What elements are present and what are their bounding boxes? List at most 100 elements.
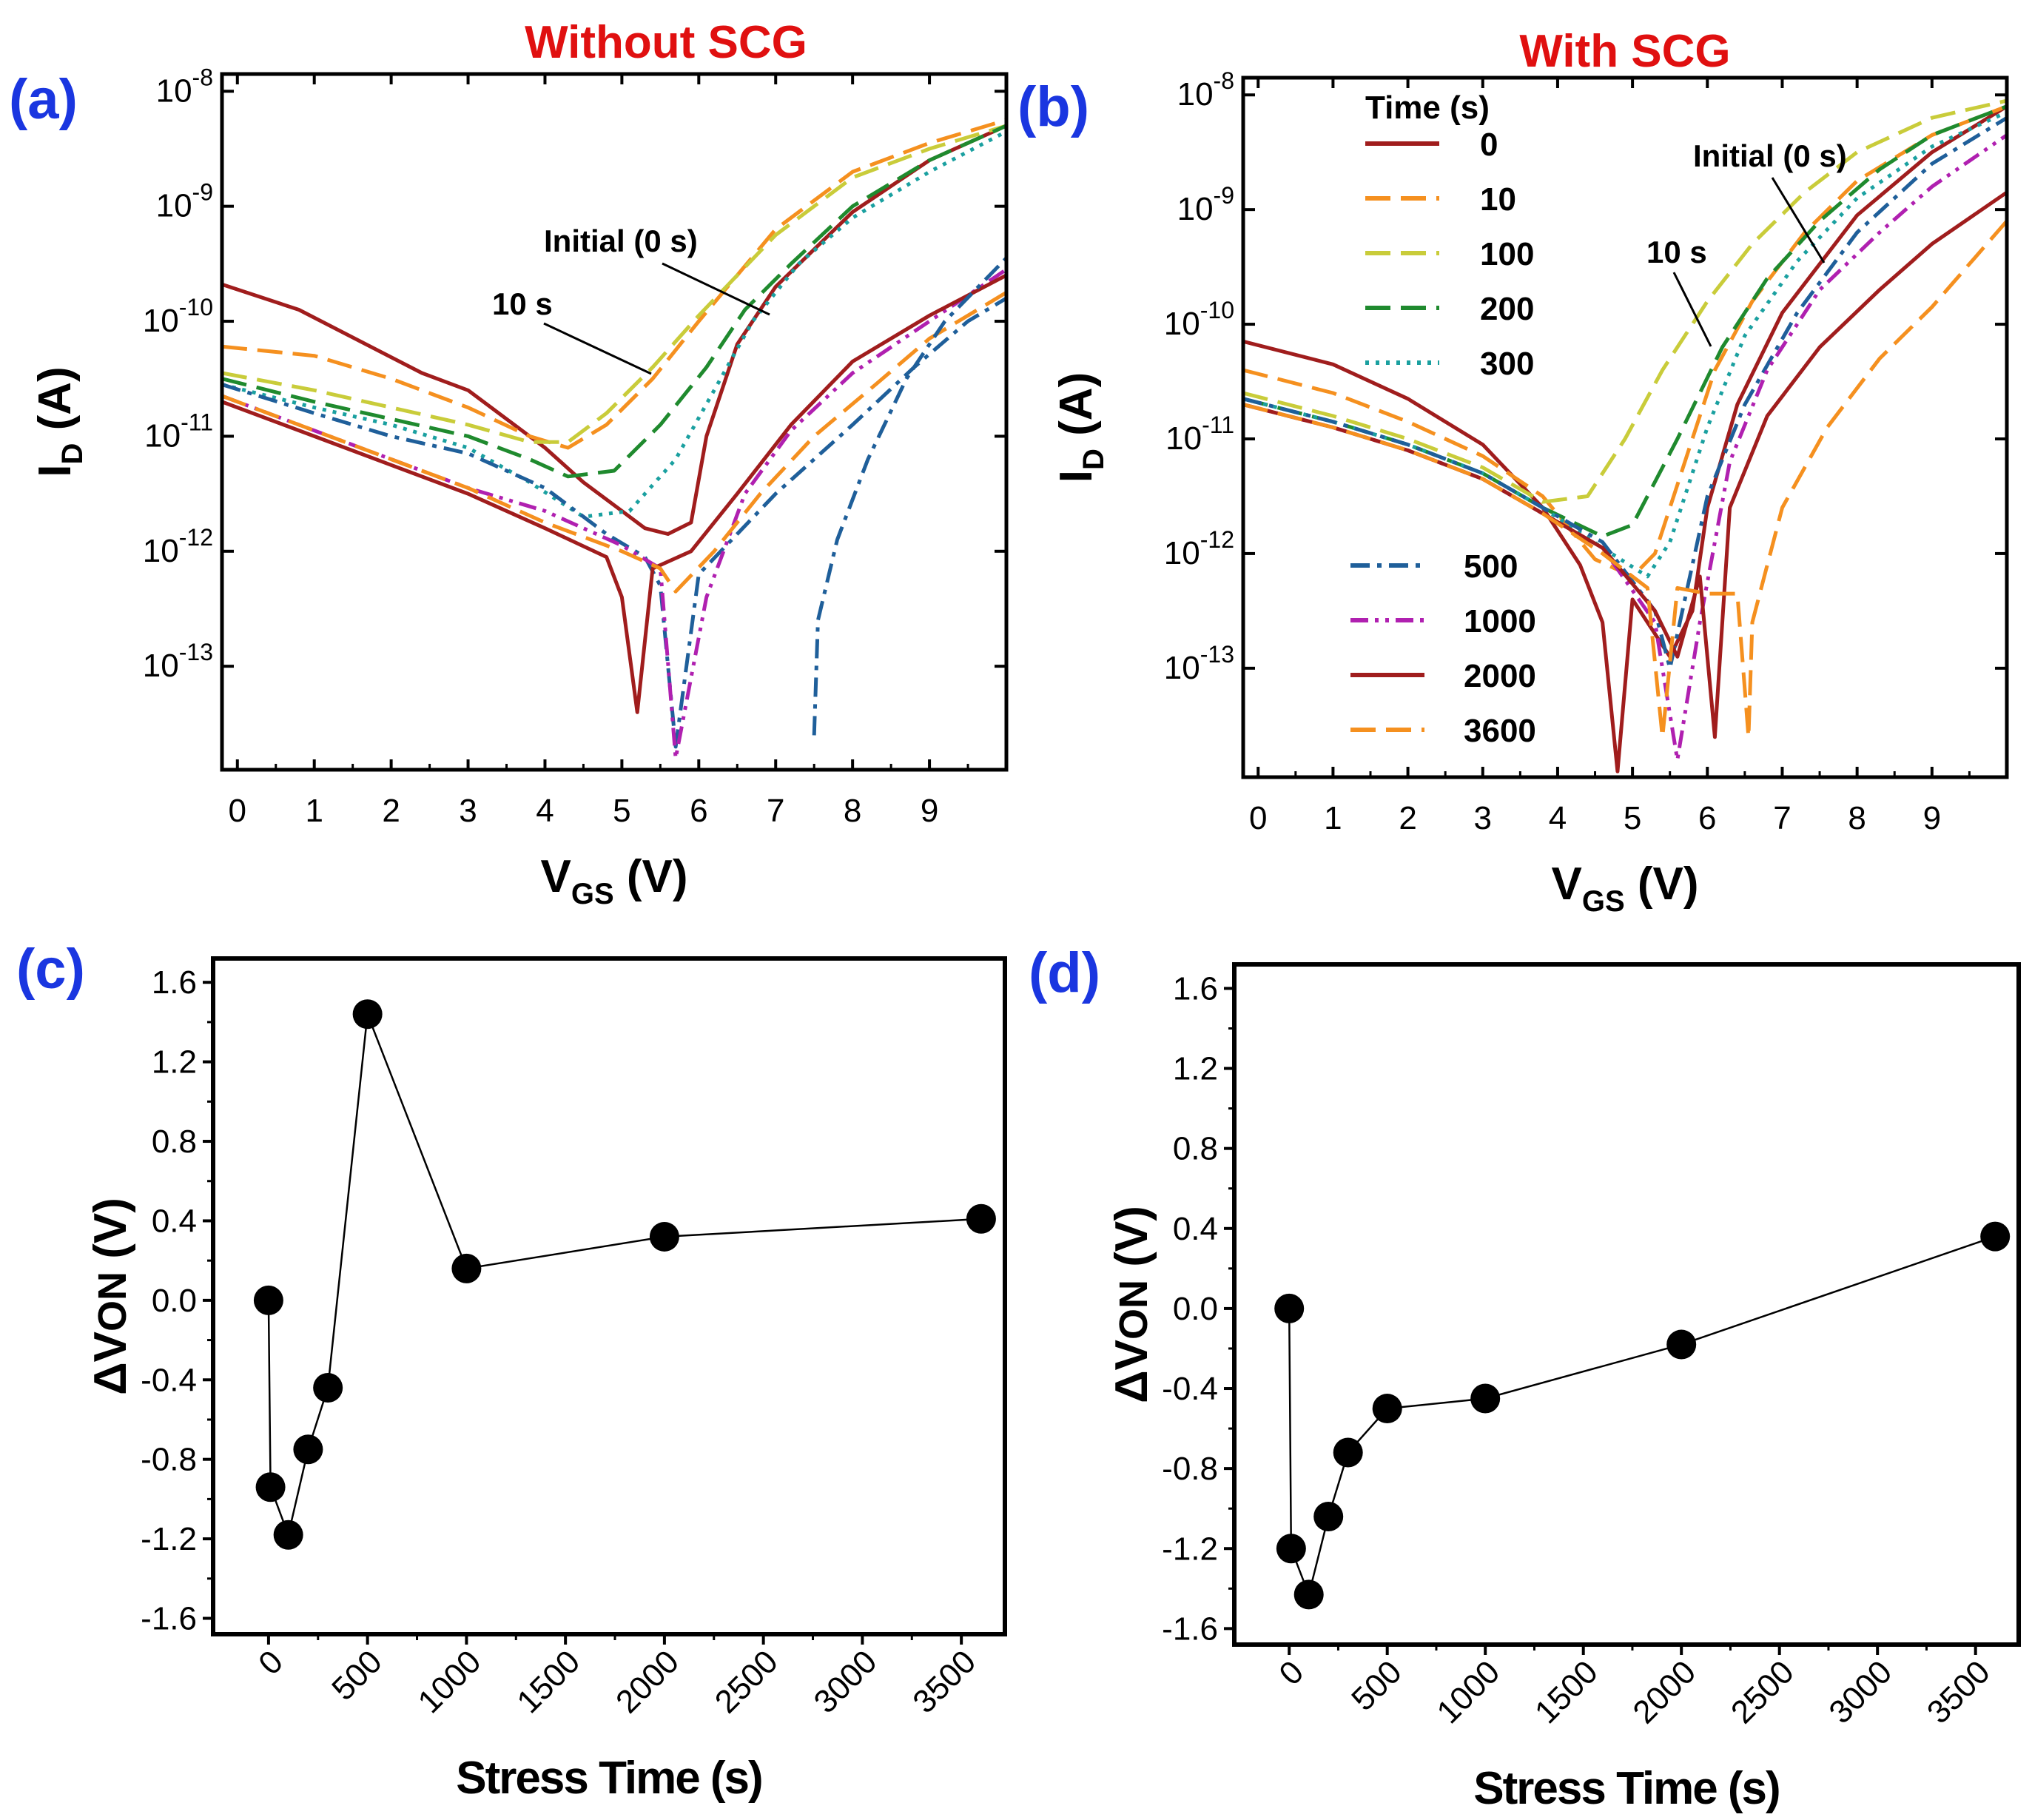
data-point [1470, 1383, 1501, 1414]
x-tick-label: 7 [1773, 800, 1791, 836]
y-tick-label: -0.8 [141, 1442, 197, 1478]
y-tick-label: 10-11 [1165, 412, 1234, 457]
legend-label-1000: 1000 [1464, 603, 1536, 639]
plot-frame [1241, 75, 2009, 779]
panel-c: (c) 1.6 1.2 0.8 0.4 0.0 -0.4 -0.8 -1.2 -1.6 0 500 10… [16, 938, 1007, 1804]
x-tick-label: 9 [1923, 800, 1941, 836]
series-group [1243, 98, 2007, 773]
series-line-10 [222, 118, 1006, 450]
data-point [253, 1285, 283, 1315]
legend-label-10: 10 [1480, 181, 1516, 218]
y-tick-label: 10-10 [1164, 297, 1234, 342]
data-point [1313, 1502, 1344, 1532]
y-tick-label: 0.8 [1173, 1131, 1218, 1167]
x-axis-title: VGS (V) [540, 851, 687, 910]
series-line-100 [1243, 98, 2007, 504]
x-tick-label: 8 [844, 793, 861, 829]
y-axis-title: ID (A) [1051, 372, 1110, 483]
plot-frame [1232, 962, 2021, 1647]
series-group [222, 118, 1006, 760]
x-tick-label: 0 [229, 793, 246, 829]
y-tick-label: 0.0 [1173, 1291, 1218, 1327]
panel-title: With SCG [1519, 26, 1730, 77]
data-point [273, 1520, 303, 1550]
y-axis-title: ID (A) [30, 366, 89, 477]
legend-label-300: 300 [1480, 346, 1534, 382]
y-tick-label: 10-13 [1164, 641, 1234, 686]
x-tick-label: 4 [1549, 800, 1567, 836]
data-point [1293, 1579, 1324, 1610]
series-line-500b [812, 256, 1006, 736]
x-tick-label: 0 [1272, 1653, 1311, 1692]
x-tick-label: 2000 [1626, 1653, 1703, 1730]
data-point [1666, 1329, 1697, 1360]
series-line-1000 [222, 268, 1006, 760]
y-tick-label: 10-12 [143, 524, 213, 569]
series-line-500 [222, 296, 1006, 749]
x-tick-label: 8 [1848, 800, 1866, 836]
data-point [1980, 1221, 2011, 1252]
annotation-initial-leader [662, 262, 770, 316]
series-line-0 [1243, 104, 2007, 773]
series-line-2000 [222, 273, 1006, 714]
x-tick-label: 5 [613, 793, 630, 829]
y-tick-label: 1.6 [1173, 970, 1218, 1007]
y-tick-label: -1.2 [141, 1521, 197, 1557]
series-line-0 [222, 124, 1006, 536]
y-tick-label: -1.6 [141, 1601, 197, 1637]
legend-label-0: 0 [1480, 127, 1498, 163]
y-tick-label: 0.4 [152, 1203, 197, 1239]
legend-label-3600: 3600 [1464, 713, 1536, 749]
y-tick-label: -0.4 [1162, 1371, 1218, 1407]
x-tick-label: 3 [1474, 800, 1492, 836]
annotation-initial: Initial (0 s) [1693, 138, 1847, 173]
series-line-100 [222, 124, 1006, 444]
x-tick-label: 3500 [906, 1643, 983, 1720]
x-tick-label: 0 [252, 1643, 290, 1682]
y-tick-label: 0.4 [1173, 1211, 1218, 1247]
panel-label: (c) [16, 938, 85, 1001]
series-line-500 [1243, 116, 2007, 671]
data-point [966, 1203, 996, 1234]
data-point [649, 1221, 679, 1252]
data-point [255, 1472, 286, 1502]
data-point [451, 1253, 482, 1283]
x-tick-label: 3000 [1822, 1653, 1899, 1730]
y-tick-label: -0.4 [141, 1362, 197, 1398]
x-tick-label: 1500 [1528, 1653, 1605, 1730]
x-tick-label: 2500 [708, 1643, 785, 1720]
x-tick-label: 1000 [1430, 1653, 1507, 1730]
x-tick-label: 1 [305, 793, 323, 829]
data-point [352, 999, 383, 1030]
x-axis-title: Stress Time (s) [456, 1753, 761, 1804]
x-tick-label: 1500 [510, 1643, 587, 1720]
panel-a: Without SCG (a) 0 1 2 3 4 5 6 7 8 9 10-8 10-9 10-10 10-… [9, 17, 1009, 910]
x-axis-title: Stress Time (s) [1473, 1763, 1779, 1814]
x-tick-label: 0 [1249, 800, 1267, 836]
annotation-10s: 10 s [1646, 235, 1707, 269]
y-tick-label: 10-12 [1164, 526, 1234, 571]
x-tick-label: 6 [1698, 800, 1716, 836]
data-point [313, 1373, 343, 1403]
legend-label-2000: 2000 [1464, 658, 1536, 694]
x-tick-label: 1000 [411, 1643, 488, 1720]
data-point [1276, 1534, 1306, 1564]
legend-label-100: 100 [1480, 236, 1534, 272]
annotation-10s-leader [543, 322, 652, 375]
panel-d: (d) 1.6 1.2 0.8 0.4 0.0 -0.4 -0.8 -1.2 -1.6 0 500 10… [1029, 941, 2021, 1814]
y-tick-label: -1.2 [1162, 1531, 1218, 1567]
data-point [1372, 1394, 1402, 1424]
y-tick-label: 1.2 [1173, 1051, 1218, 1087]
x-tick-label: 9 [921, 793, 938, 829]
panel-label: (a) [9, 68, 78, 131]
plot-frame [220, 72, 1009, 772]
data-point [1333, 1437, 1363, 1468]
x-tick-label: 6 [690, 793, 707, 829]
legend-title: Time (s) [1365, 90, 1490, 126]
x-tick-label: 4 [536, 793, 554, 829]
x-tick-label: 500 [1345, 1653, 1409, 1718]
series-line-3600 [1243, 219, 2007, 739]
y-tick-label: 10-8 [1177, 67, 1234, 113]
y-tick-label: 10-8 [156, 64, 213, 109]
